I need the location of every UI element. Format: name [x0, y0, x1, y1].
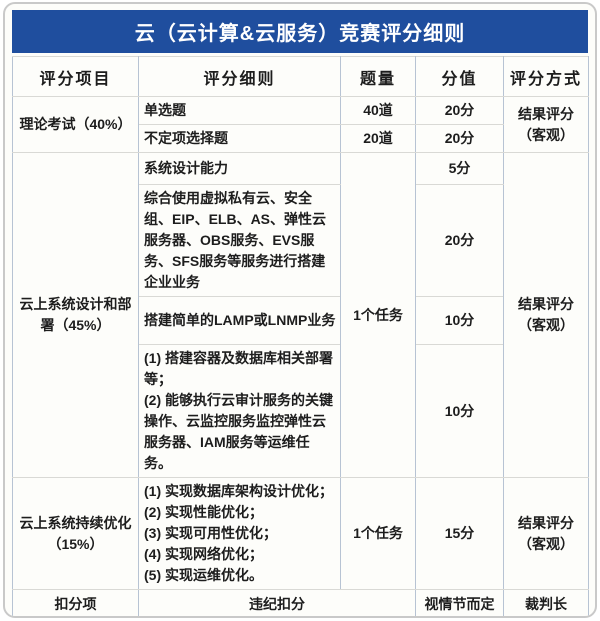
cell-deploy-detail: 系统设计能力	[138, 152, 341, 185]
cell-optimize-qty: 1个任务	[340, 477, 416, 590]
cell-deploy-detail: 综合使用虚拟私有云、安全组、EIP、ELB、AS、弹性云服务器、OBS服务、EV…	[138, 184, 341, 297]
cell-theory-qty: 40道	[340, 96, 416, 125]
cell-deduction-item: 扣分项	[12, 589, 139, 616]
cell-deploy-score: 20分	[415, 184, 504, 297]
table-row: 云上系统设计和部署（45%） 系统设计能力 1个任务 5分 结果评分（客观）	[12, 152, 589, 478]
header-cell-score: 分值	[415, 56, 504, 97]
table-row: 云上系统持续优化（15%） (1) 实现数据库架构设计优化； (2) 实现性能优…	[12, 477, 589, 590]
cell-deploy-detail: (1) 搭建容器及数据库相关部署等； (2) 能够执行云审计服务的关键操作、云监…	[138, 344, 341, 478]
header-cell-method: 评分方式	[503, 56, 589, 97]
cell-optimize-item: 云上系统持续优化（15%）	[12, 477, 139, 590]
cell-deploy-score: 5分	[415, 152, 504, 185]
cell-theory-detail: 不定项选择题	[138, 124, 341, 153]
cell-theory-score: 20分	[415, 96, 504, 125]
table-row: 扣分项 违纪扣分 视情节而定 裁判长	[12, 589, 589, 616]
header-cell-qty: 题量	[340, 56, 416, 97]
cell-deploy-item: 云上系统设计和部署（45%）	[12, 152, 139, 478]
cell-deploy-score: 10分	[415, 344, 504, 478]
scoring-table: 评分项目 评分细则 题量 分值 评分方式 理论考试（40%） 单选题 40道 2…	[12, 56, 589, 616]
cell-theory-qty: 20道	[340, 124, 416, 153]
header-cell-item: 评分项目	[12, 56, 139, 97]
table-row: 理论考试（40%） 单选题 40道 20分 结果评分（客观）	[12, 96, 589, 153]
cell-theory-score: 20分	[415, 124, 504, 153]
table-row: 综合使用虚拟私有云、安全组、EIP、ELB、AS、弹性云服务器、OBS服务、EV…	[13, 184, 589, 297]
cell-deploy-method: 结果评分（客观）	[503, 152, 589, 478]
cell-deploy-qty: 1个任务	[340, 152, 416, 478]
table-row: 搭建简单的LAMP或LNMP业务 10分	[13, 296, 589, 345]
cell-deduction-detail: 违纪扣分	[138, 589, 416, 616]
cell-deduction-score: 视情节而定	[415, 589, 504, 616]
cell-deploy-score: 10分	[415, 296, 504, 345]
table-header-row: 评分项目 评分细则 题量 分值 评分方式	[12, 56, 589, 97]
cell-deduction-method: 裁判长	[503, 589, 589, 616]
cell-theory-detail: 单选题	[138, 96, 341, 125]
cell-optimize-detail: (1) 实现数据库架构设计优化； (2) 实现性能优化； (3) 实现可用性优化…	[138, 477, 341, 590]
cell-theory-item: 理论考试（40%）	[12, 96, 139, 153]
header-cell-detail: 评分细则	[138, 56, 341, 97]
table-row: (1) 搭建容器及数据库相关部署等； (2) 能够执行云审计服务的关键操作、云监…	[13, 344, 589, 478]
cell-theory-method: 结果评分（客观）	[503, 96, 589, 153]
cell-deploy-detail: 搭建简单的LAMP或LNMP业务	[138, 296, 341, 345]
cell-optimize-score: 15分	[415, 477, 504, 590]
page-title: 云（云计算&云服务）竞赛评分细则	[12, 10, 588, 53]
scoring-rules-card: 云（云计算&云服务）竞赛评分细则 评分项目 评分细则 题量 分值 评分方式 理论…	[3, 2, 597, 618]
table-row: 不定项选择题 20道 20分	[13, 124, 589, 153]
cell-optimize-method: 结果评分（客观）	[503, 477, 589, 590]
